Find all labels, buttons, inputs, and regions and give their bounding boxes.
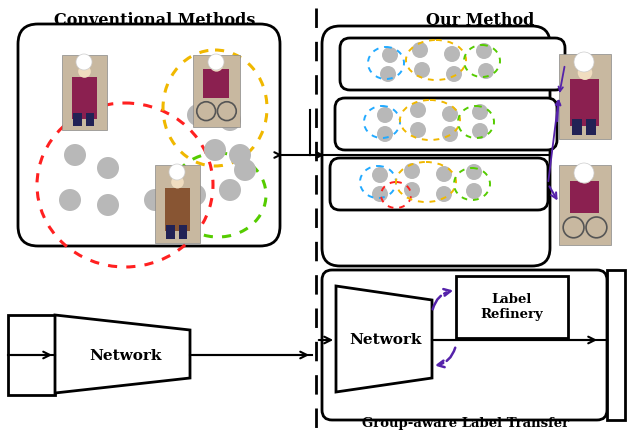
Circle shape — [144, 189, 166, 211]
Bar — [204, 69, 229, 98]
Circle shape — [234, 159, 256, 181]
Circle shape — [466, 164, 482, 180]
Circle shape — [208, 54, 224, 70]
Bar — [179, 225, 187, 239]
Circle shape — [169, 164, 185, 180]
Circle shape — [76, 54, 92, 70]
Circle shape — [204, 139, 226, 161]
Bar — [85, 112, 94, 126]
Circle shape — [446, 66, 462, 82]
Circle shape — [187, 104, 209, 126]
Circle shape — [472, 104, 488, 120]
Circle shape — [229, 144, 251, 166]
Circle shape — [97, 194, 119, 216]
Circle shape — [78, 65, 91, 78]
Text: Label
Refinery: Label Refinery — [480, 293, 544, 321]
Circle shape — [414, 62, 430, 78]
Circle shape — [171, 176, 184, 188]
Text: Network: Network — [349, 333, 421, 347]
Circle shape — [404, 163, 420, 179]
Circle shape — [97, 157, 119, 179]
FancyBboxPatch shape — [330, 158, 548, 210]
FancyBboxPatch shape — [18, 24, 280, 246]
Text: Our Method: Our Method — [426, 12, 534, 29]
Polygon shape — [55, 315, 190, 393]
Circle shape — [442, 106, 458, 122]
Bar — [607, 270, 625, 420]
Circle shape — [478, 63, 494, 79]
Bar — [166, 225, 175, 239]
Bar — [586, 119, 596, 135]
Polygon shape — [336, 286, 432, 392]
Bar — [570, 181, 599, 213]
Circle shape — [574, 163, 594, 183]
Circle shape — [574, 52, 594, 72]
Circle shape — [412, 42, 428, 58]
Circle shape — [372, 186, 388, 202]
Circle shape — [476, 43, 492, 59]
Bar — [570, 79, 599, 126]
Circle shape — [436, 166, 452, 182]
Circle shape — [210, 58, 223, 72]
Circle shape — [578, 65, 592, 80]
Circle shape — [377, 126, 393, 142]
Circle shape — [184, 184, 206, 206]
Circle shape — [372, 167, 388, 183]
Bar — [456, 276, 568, 338]
FancyBboxPatch shape — [322, 270, 607, 420]
Circle shape — [382, 47, 398, 63]
Circle shape — [59, 189, 81, 211]
Bar — [155, 165, 200, 243]
FancyBboxPatch shape — [322, 26, 550, 266]
FancyBboxPatch shape — [335, 98, 557, 150]
FancyBboxPatch shape — [340, 38, 565, 90]
Bar — [72, 78, 96, 119]
Bar — [559, 54, 611, 139]
Text: Conventional Methods: Conventional Methods — [54, 12, 256, 29]
Circle shape — [219, 109, 241, 131]
Circle shape — [472, 123, 488, 139]
Circle shape — [380, 66, 396, 82]
Circle shape — [377, 107, 393, 123]
Bar — [8, 315, 55, 395]
Circle shape — [64, 144, 86, 166]
Circle shape — [219, 179, 241, 201]
Circle shape — [410, 102, 426, 118]
Circle shape — [410, 122, 426, 138]
Bar — [165, 188, 189, 232]
Text: Group-aware Label Transfer: Group-aware Label Transfer — [362, 417, 570, 430]
Circle shape — [444, 46, 460, 62]
Text: Network: Network — [89, 349, 161, 363]
Circle shape — [442, 126, 458, 142]
Bar — [62, 55, 107, 130]
Circle shape — [404, 182, 420, 198]
Bar — [193, 55, 240, 127]
Bar — [572, 119, 582, 135]
Circle shape — [466, 183, 482, 199]
Bar — [559, 165, 611, 245]
Circle shape — [578, 169, 592, 184]
Circle shape — [436, 186, 452, 202]
Bar — [73, 112, 82, 126]
